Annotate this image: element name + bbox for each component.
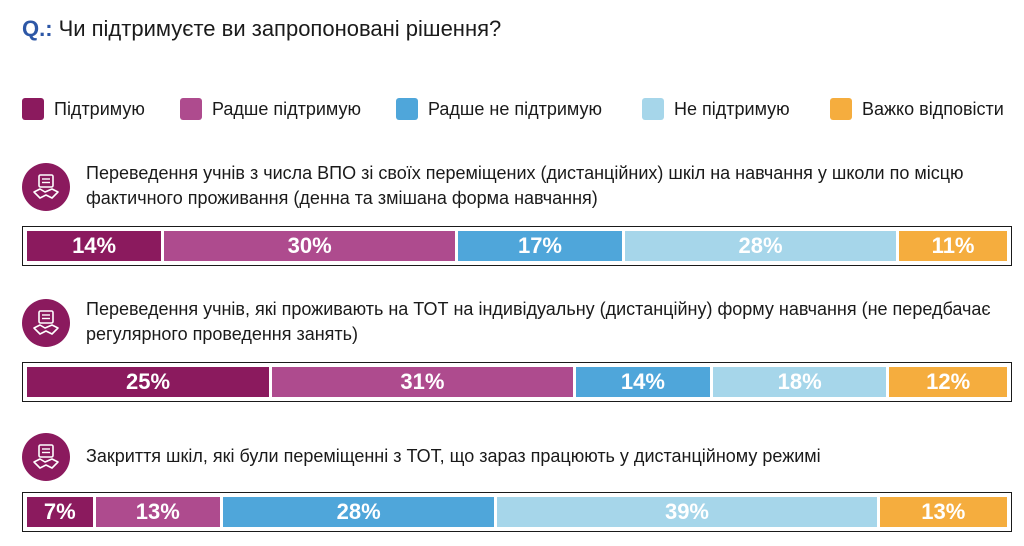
bar-segment: 25% <box>27 367 269 397</box>
bar-value-label: 30% <box>287 233 332 258</box>
legend-label: Радше підтримую <box>212 98 362 119</box>
bar-value-label: 31% <box>400 369 445 394</box>
bar-track: 25% 31% 14% 18% 12% <box>27 367 1007 397</box>
legend-label: Радше не підтримую <box>428 98 602 119</box>
bar-segment: 30% <box>164 231 456 261</box>
legend-swatch <box>180 98 202 120</box>
legend-label: Не підтримую <box>674 98 790 119</box>
legend-label: Важко відповісти <box>862 98 1004 119</box>
legend: Підтримую Радше підтримую Радше не підтр… <box>22 98 1022 120</box>
legend-item: Радше підтримую <box>180 98 361 120</box>
legend-label: Підтримую <box>54 98 145 119</box>
legend-swatch <box>830 98 852 120</box>
bar-value-label: 17% <box>517 233 562 258</box>
legend-swatch <box>22 98 44 120</box>
question-text: Чи підтримуєте ви запропоновані рішення? <box>58 16 502 41</box>
bar-segment: 14% <box>575 367 710 397</box>
bar-value-label: 11% <box>931 233 975 258</box>
question-title: Q.: Чи підтримуєте ви запропоновані рішен… <box>22 16 501 42</box>
handshake-document-icon <box>22 163 70 211</box>
bar-value-label: 39% <box>664 499 709 524</box>
bar-segment: 28% <box>624 231 897 261</box>
bar-value-label: 18% <box>777 369 822 394</box>
handshake-document-icon <box>22 299 70 347</box>
bar-segment: 18% <box>713 367 887 397</box>
bar-value-label: 14% <box>72 233 117 258</box>
bar-value-label: 14% <box>620 369 665 394</box>
bar-segment: 14% <box>27 231 162 261</box>
bar-segment: 11% <box>899 231 1007 261</box>
legend-item: Важко відповісти <box>830 98 1004 120</box>
row-question-text: Закриття шкіл, які були переміщенні з ТО… <box>86 446 821 466</box>
bar-segment: 31% <box>272 367 573 397</box>
row-question-text: Переведення учнів, які проживають на ТОТ… <box>86 299 991 344</box>
question-prefix: Q.: <box>22 16 53 41</box>
bar-track: 7% 13% 28% 39% 13% <box>27 497 1007 527</box>
bar-value-label: 13% <box>921 499 966 524</box>
legend-swatch <box>642 98 664 120</box>
bar-value-label: 28% <box>336 499 381 524</box>
bar-value-label: 28% <box>738 233 783 258</box>
bar-value-label: 12% <box>926 369 971 394</box>
legend-item: Радше не підтримую <box>396 98 602 120</box>
legend-item: Підтримую <box>22 98 145 120</box>
bar-value-label: 25% <box>125 369 171 394</box>
legend-item: Не підтримую <box>642 98 790 120</box>
bar-segment: 28% <box>223 497 495 527</box>
bar-segment: 7% <box>27 497 93 527</box>
handshake-document-icon <box>22 433 70 481</box>
stacked-bar: 14% 30% 17% 28% 11% <box>22 226 1012 266</box>
bar-track: 14% 30% 17% 28% 11% <box>27 231 1007 261</box>
bar-segment: 39% <box>497 497 877 527</box>
bar-segment: 13% <box>95 497 220 527</box>
bar-value-label: 7% <box>43 499 76 524</box>
legend-swatch <box>396 98 418 120</box>
bar-value-label: 13% <box>135 499 180 524</box>
bar-segment: 13% <box>879 497 1007 527</box>
bar-segment: 17% <box>458 231 622 261</box>
bar-segment: 12% <box>889 367 1007 397</box>
stacked-bar: 25% 31% 14% 18% 12% <box>22 362 1012 402</box>
stacked-bar: 7% 13% 28% 39% 13% <box>22 492 1012 532</box>
row-question-text: Переведення учнів з числа ВПО зі своїх п… <box>86 163 964 208</box>
